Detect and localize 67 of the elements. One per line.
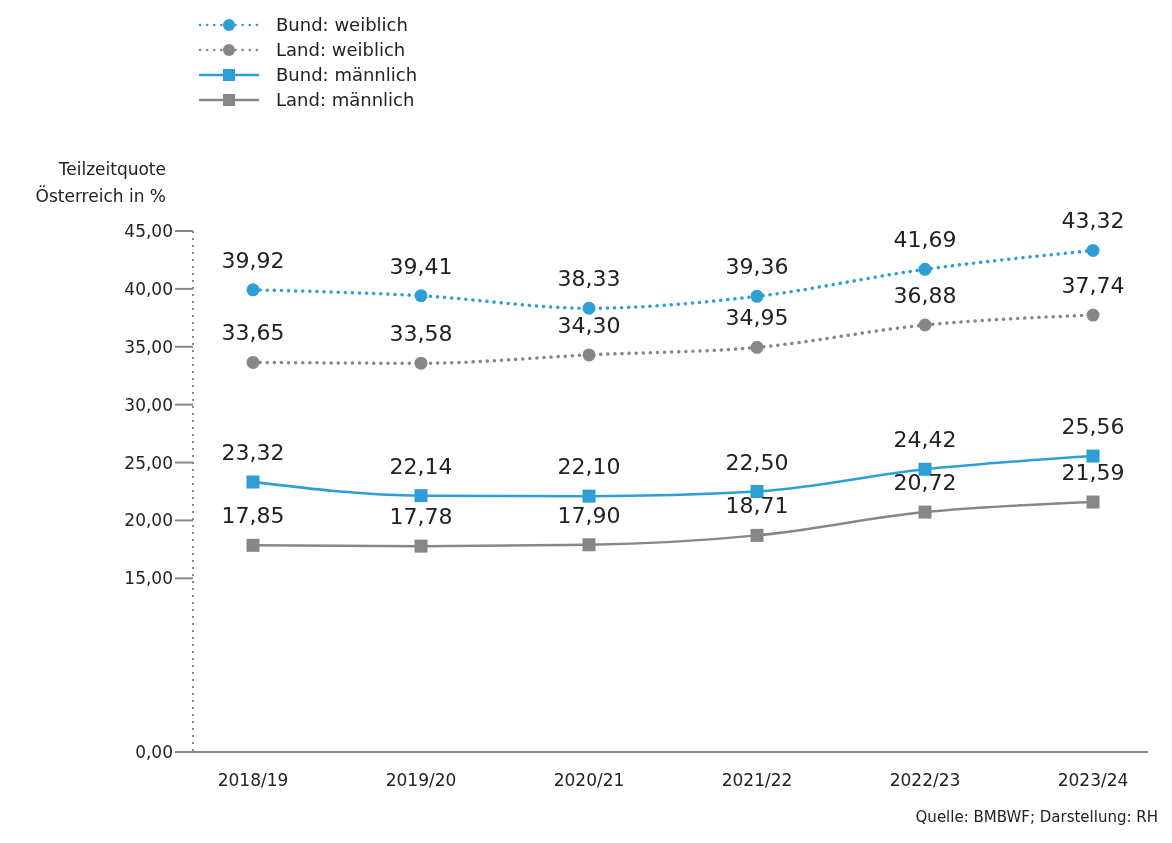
point [414,489,428,503]
y-tick-label: 0,00 [135,742,173,763]
x-tick-label: 2023/24 [1057,770,1129,791]
x-tick-label: 2020/21 [553,770,625,791]
data-label: 17,85 [221,503,285,529]
data-label: 18,71 [725,493,789,519]
point [750,485,764,498]
data-label: 34,95 [725,305,789,331]
point [414,539,428,553]
x-tick-label: 2018/19 [217,770,289,791]
point [246,538,260,552]
data-label: 39,92 [221,247,285,273]
legend-label: Bund: männlich [276,64,418,85]
data-label: 33,65 [221,320,285,346]
data-label: 39,36 [725,254,789,280]
point [414,289,428,303]
data-label: 43,32 [1061,208,1125,234]
y-tick-label: 45,00 [124,221,173,242]
point [918,318,932,332]
point [246,475,260,489]
x-tick-label: 2019/20 [385,770,457,791]
data-label: 17,90 [557,502,621,528]
y-axis-title: Teilzeitquote Österreich in % [34,158,166,208]
data-label: 37,74 [1061,273,1125,299]
point [246,355,260,369]
data-label: 38,33 [557,266,621,292]
legend-label: Land: weiblich [276,39,406,60]
data-label: 24,42 [893,427,957,453]
data-label: 22,14 [389,453,453,479]
point [750,289,764,303]
x-tick-label: 2021/22 [721,770,793,791]
point [582,301,596,315]
data-label: 22,50 [725,449,789,475]
y-tick-label: 25,00 [124,452,173,473]
data-label: 21,59 [1061,460,1125,486]
data-label: 34,30 [557,312,621,338]
point [1086,243,1100,257]
legend-label: Bund: weiblich [276,14,408,35]
source-note: Quelle: BMBWF; Darstellung: RH [915,808,1158,826]
point [582,538,596,552]
point [918,262,932,276]
y-tick-label: 35,00 [124,336,173,357]
point [1086,495,1100,509]
point [246,283,260,297]
data-label: 36,88 [893,283,957,309]
y-tick-label: 20,00 [124,510,173,531]
point [1086,449,1100,463]
data-label: 25,56 [1061,414,1125,440]
y-tick-label: 30,00 [124,394,173,415]
data-label: 22,10 [557,454,621,480]
point [750,528,764,542]
data-label: 23,32 [221,440,285,466]
point [414,356,428,370]
legend-label: Land: männlich [276,89,415,110]
x-tick-label: 2022/23 [889,770,961,791]
y-tick-label: 15,00 [124,568,173,589]
data-label: 41,69 [893,227,957,253]
point [750,340,764,354]
data-label: 20,72 [893,470,957,496]
data-label: 33,58 [389,321,453,347]
y-tick-label: 40,00 [124,278,173,299]
point [582,348,596,362]
point [918,505,932,519]
point [582,489,596,503]
point [1086,308,1100,322]
data-label: 17,78 [389,504,453,530]
data-label: 39,41 [389,253,453,279]
